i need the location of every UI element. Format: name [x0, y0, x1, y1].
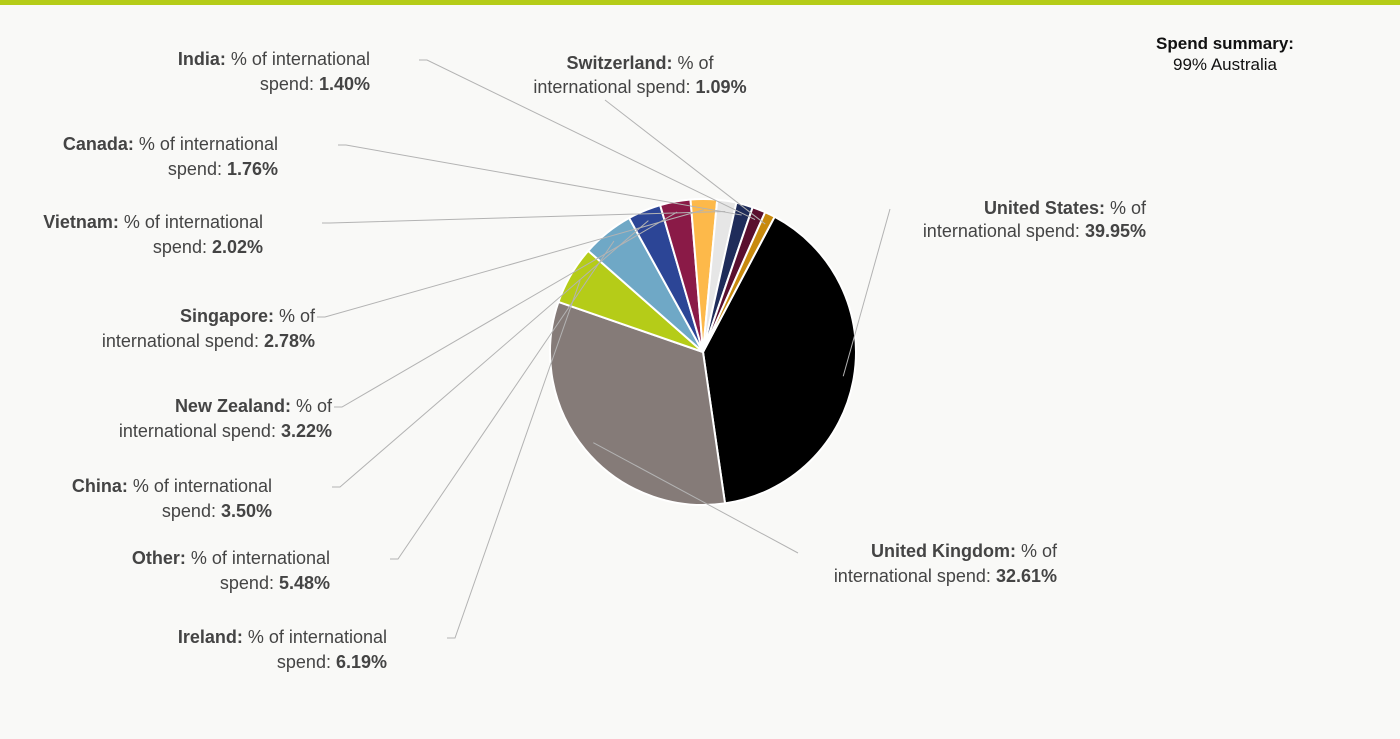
- spend-summary: Spend summary: 99% Australia: [1110, 33, 1340, 75]
- slice-label-china: China: % of international spend: 3.50%: [72, 476, 272, 521]
- slice-label-india: India: % of international spend: 1.40%: [178, 49, 370, 94]
- pie-slice-united-kingdom: [549, 300, 727, 506]
- spend-summary-title: Spend summary:: [1156, 34, 1294, 53]
- leader-line: [447, 280, 581, 639]
- slice-label-switzerland: Switzerland: % of international spend: 1.…: [533, 53, 746, 97]
- slice-label-other: Other: % of international spend: 5.48%: [132, 548, 330, 593]
- leader-line: [317, 209, 704, 318]
- slice-label-united-states: United States: % of international spend: …: [923, 198, 1147, 241]
- pie-slice-united-states: [701, 215, 857, 505]
- leader-line: [593, 442, 799, 554]
- leader-line: [338, 144, 742, 216]
- leader-line: [332, 220, 649, 488]
- spend-summary-value: 99% Australia: [1173, 55, 1277, 74]
- pie-slice-switzerland: [702, 210, 776, 353]
- slice-label-new-zealand: New Zealand: % of international spend: 3.…: [119, 396, 333, 441]
- slice-label-united-kingdom: United Kingdom: % of international spend:…: [834, 541, 1058, 586]
- top-accent-bar: [0, 0, 1400, 5]
- slice-label-ireland: Ireland: % of international spend: 6.19%: [178, 627, 387, 672]
- slice-label-singapore: Singapore: % of international spend: 2.78…: [102, 306, 316, 351]
- leader-line: [322, 210, 726, 224]
- slice-label-canada: Canada: % of international spend: 1.76%: [63, 134, 278, 179]
- leader-line: [842, 208, 891, 377]
- leader-line: [390, 240, 615, 560]
- leader-line: [334, 211, 678, 408]
- slice-label-vietnam: Vietnam: % of international spend: 2.02%: [43, 212, 263, 257]
- leader-line: [419, 59, 756, 221]
- leader-line: [604, 99, 766, 225]
